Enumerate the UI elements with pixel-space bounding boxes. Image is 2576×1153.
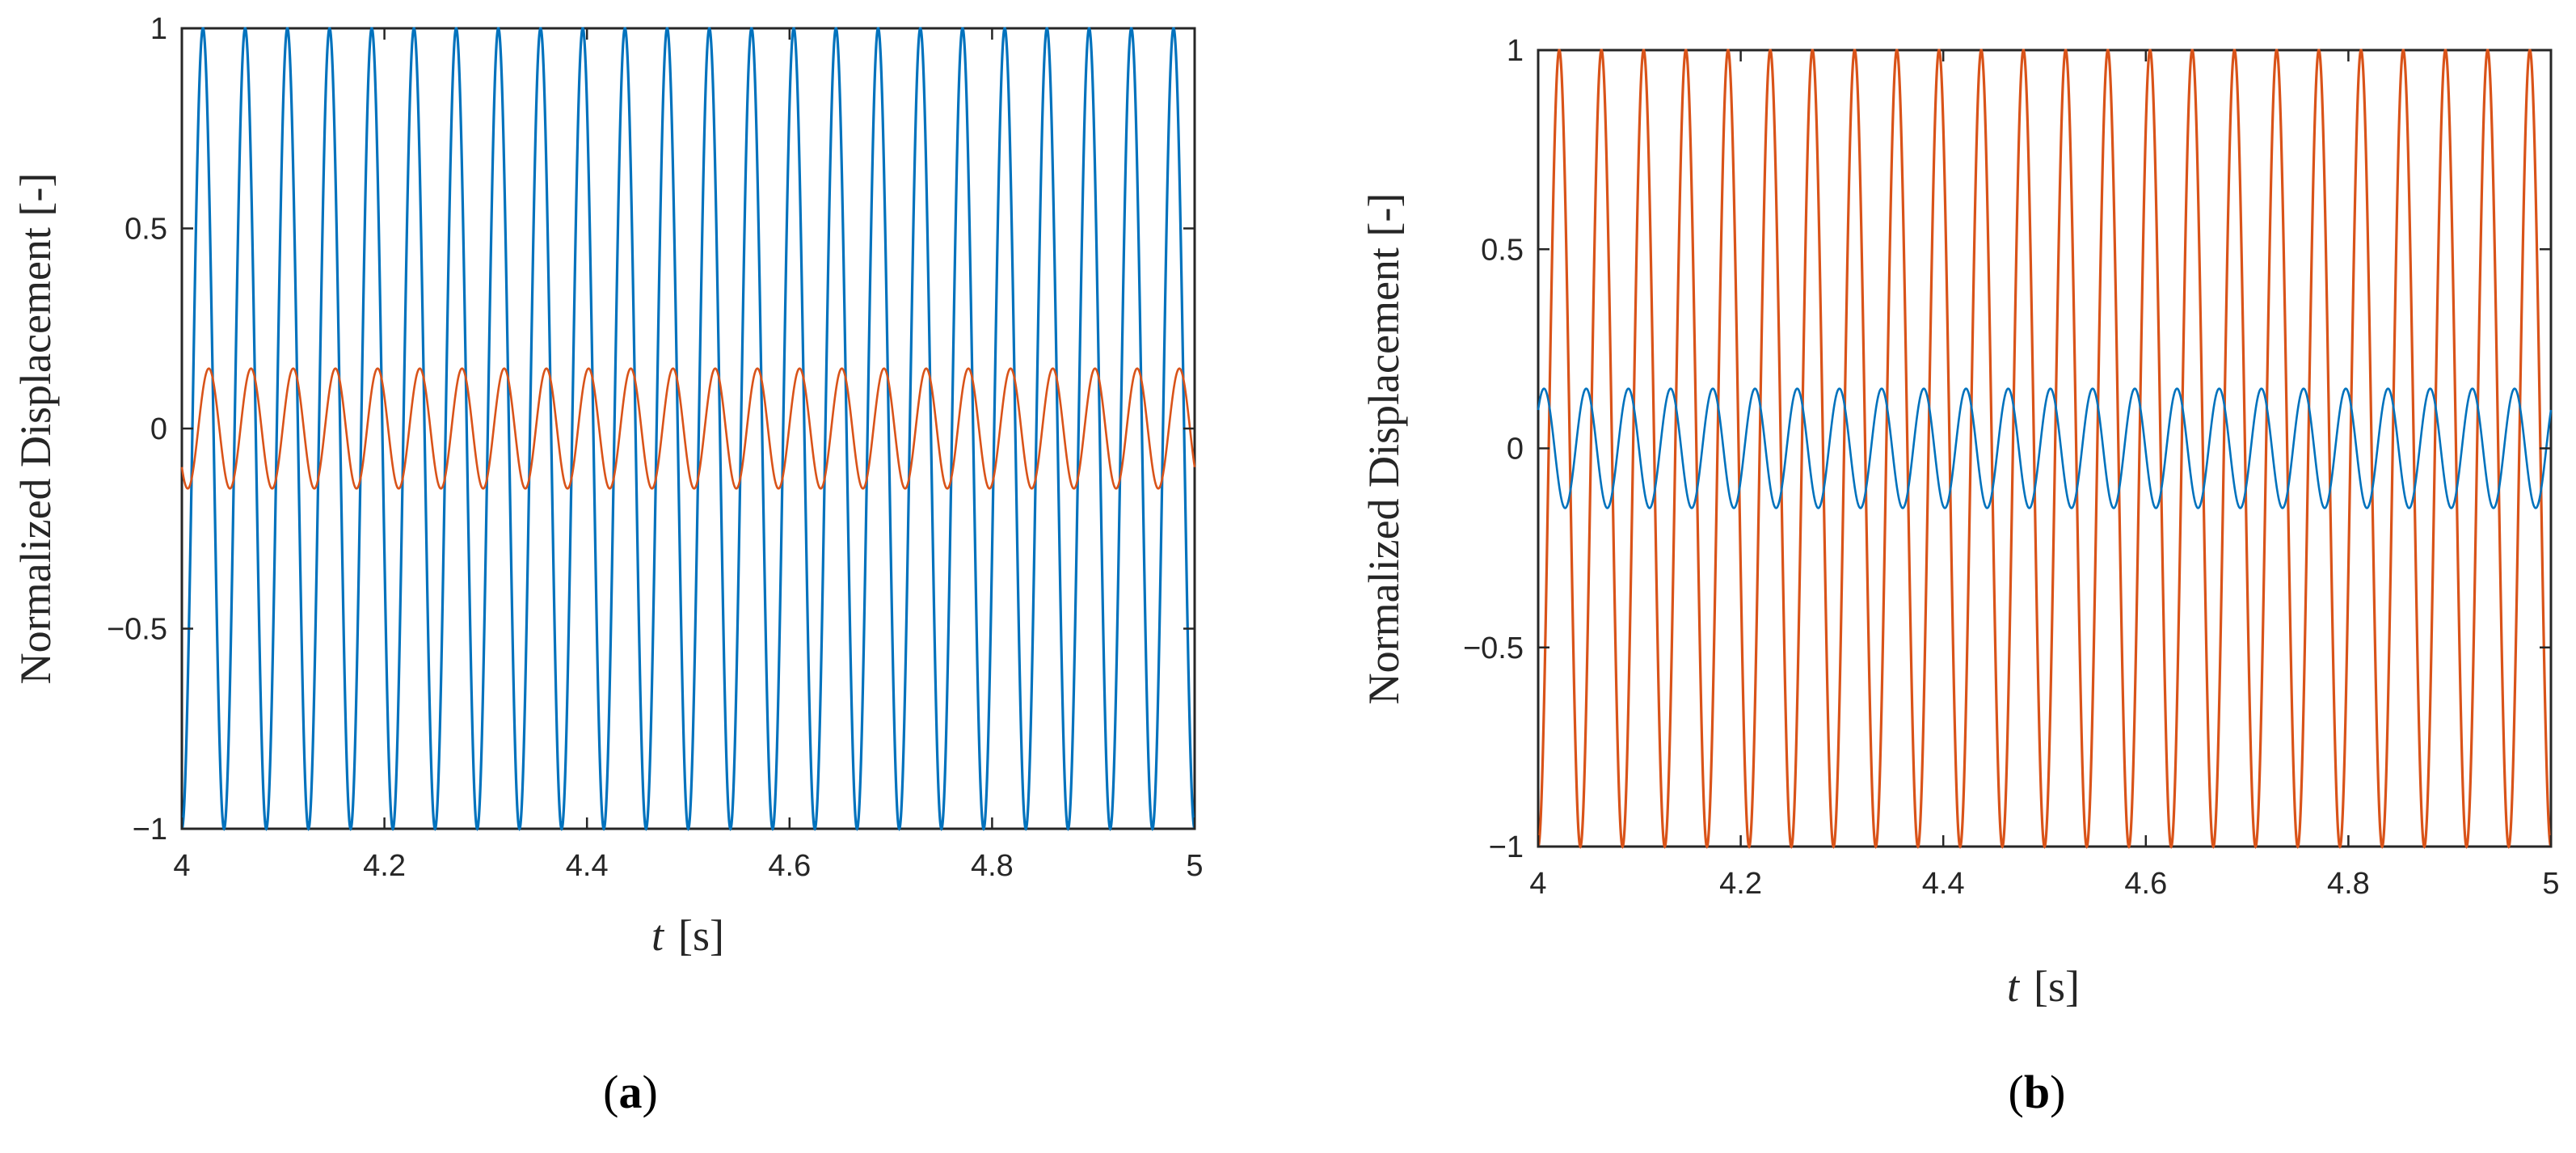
x-tick-label-b-3: 4.6 [2124,867,2167,901]
y-tick-label-b-0: −1 [1489,830,1524,864]
x-tick-label-a-0: 4 [173,849,190,883]
series-layer-a [180,27,1196,831]
x-ticks-b: 4 4.2 4.4 4.6 4.8 5 [1529,50,2560,901]
series-line-a-1 [180,27,1196,831]
x-tick-label-a-1: 4.2 [363,849,406,883]
y-ticks-b: −1 −0.5 0 0.5 1 [1463,34,2551,864]
y-axis-label-b: Normalized Displacement [-] [1360,193,1408,705]
y-tick-label-b-2: 0 [1507,433,1524,467]
x-tick-label-b-1: 4.2 [1719,867,1762,901]
y-tick-label-b-3: 0.5 [1481,233,1524,267]
y-tick-label-a-2: 0 [150,412,167,446]
x-tick-label-a-3: 4.6 [768,849,811,883]
chart-panel-b: 4 4.2 4.4 4.6 4.8 5 −1 −0.5 0 0.5 1 Normalized Di… [1360,34,2560,1118]
x-tick-label-a-5: 5 [1186,849,1203,883]
y-tick-label-a-1: −0.5 [107,613,167,647]
x-tick-label-b-4: 4.8 [2327,867,2370,901]
x-axis-label-a: t [s] [651,911,724,960]
x-axis-unit-a: [s] [678,911,724,960]
y-tick-label-a-4: 1 [150,12,167,46]
x-axis-variable-a: t [651,911,665,960]
x-tick-label-a-4: 4.8 [971,849,1014,883]
panel-label-b: (b) [2009,1066,2066,1118]
x-axis-variable-b: t [2007,962,2021,1011]
x-tick-label-b-5: 5 [2542,867,2559,901]
series-line-b-1 [1537,49,2553,849]
y-tick-label-a-3: 0.5 [124,213,167,247]
y-tick-label-b-1: −0.5 [1463,631,1524,665]
y-tick-label-b-4: 1 [1507,34,1524,68]
chart-panel-a: 4 4.2 4.4 4.6 4.8 5 −1 −0.5 0 0.5 1 Normalized Di… [11,12,1204,1118]
y-ticks-a: −1 −0.5 0 0.5 1 [107,12,1195,847]
series-layer-b [1537,49,2553,849]
panel-label-a: (a) [603,1066,658,1118]
x-axis-label-b: t [s] [2007,962,2080,1011]
x-tick-label-b-0: 4 [1529,867,1546,901]
x-axis-unit-b: [s] [2034,962,2080,1011]
x-ticks-a: 4 4.2 4.4 4.6 4.8 5 [173,28,1204,883]
series-line-b-2 [1537,387,2553,509]
x-tick-label-a-2: 4.4 [566,849,609,883]
y-axis-label-a: Normalized Displacement [-] [11,173,60,685]
x-tick-label-b-2: 4.4 [1922,867,1965,901]
series-line-a-2 [180,367,1196,490]
y-tick-label-a-0: −1 [133,813,167,847]
